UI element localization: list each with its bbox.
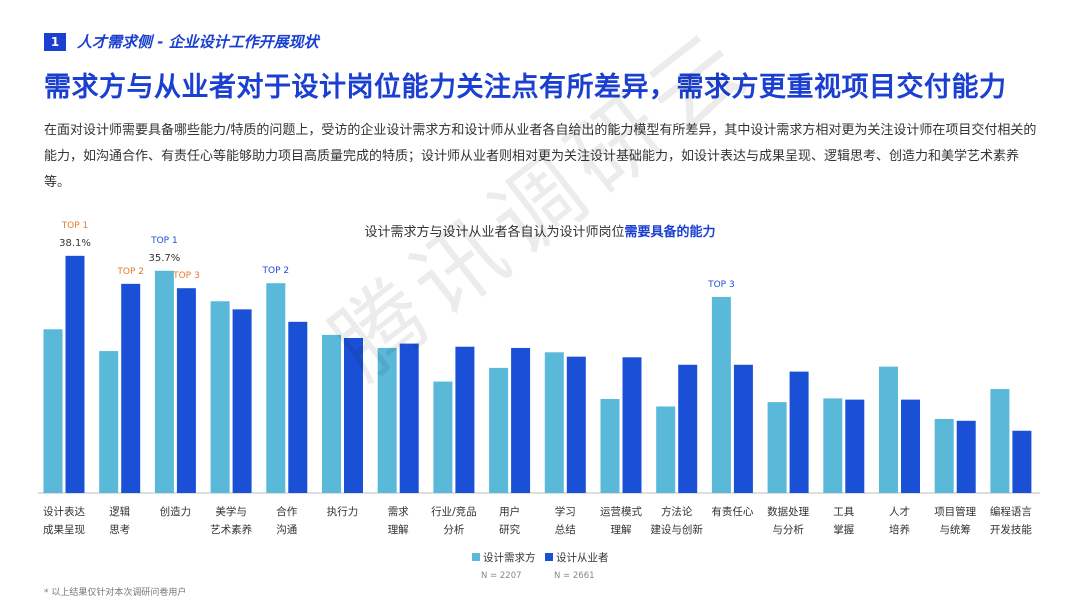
bar-series-2-2 — [121, 283, 141, 493]
legend-label-1: 设计需求方 — [483, 551, 536, 564]
category-label-17-line-1: 项目管理 — [934, 505, 976, 518]
category-label-2-line-1: 逻辑 — [109, 505, 130, 518]
chart-title: 设计需求方与设计从业者各自认为设计师岗位需要具备的能力 — [0, 221, 1080, 240]
bar-series-2-10 — [566, 356, 586, 493]
bar-series-2-12 — [678, 364, 698, 493]
category-label-16-line-2: 培养 — [889, 523, 910, 536]
category-label-1-line-2: 成果呈现 — [43, 524, 85, 536]
category-label-4-line-2: 艺术素养 — [210, 523, 252, 536]
category-label-12-line-1: 方法论 — [661, 505, 693, 518]
category-label-5-line-1: 合作 — [276, 505, 297, 518]
category-label-12-line-2: 建设与创新 — [650, 523, 703, 536]
category-label-16-line-1: 人才 — [889, 505, 910, 518]
bar-series-1-3 — [154, 270, 174, 493]
top-rank-label-1: TOP 1 — [61, 221, 89, 231]
bar-series-2-7 — [399, 343, 419, 493]
section-title: 人才需求侧 - 企业设计工作开展现状 — [77, 33, 319, 51]
bar-series-2-3 — [176, 288, 196, 493]
category-label-10-line-1: 学习 — [555, 505, 576, 518]
bar-series-2-18 — [1012, 430, 1032, 493]
bar-series-2-4 — [232, 309, 252, 493]
category-label-17-line-2: 与统筹 — [939, 523, 971, 536]
category-label-1-line-1: 设计表达 — [43, 505, 85, 518]
category-label-10-line-2: 总结 — [555, 523, 576, 536]
bar-series-1-18 — [990, 389, 1010, 493]
category-label-9-line-2: 研究 — [499, 523, 520, 536]
bar-series-2-9 — [511, 347, 531, 493]
bar-series-2-16 — [901, 399, 920, 493]
bar-series-2-1 — [65, 255, 85, 493]
top-rank-label-2: TOP 2 — [116, 267, 144, 277]
category-label-9-line-1: 用户 — [499, 505, 520, 518]
intro-paragraph: 在面对设计师需要具备哪些能力/特质的问题上，受访的企业设计需求方和设计师从业者各… — [44, 123, 1037, 190]
category-label-15-line-1: 工具 — [833, 506, 854, 518]
bar-series-1-2 — [99, 351, 119, 493]
bar-series-2-14 — [789, 371, 809, 493]
category-label-11-line-2: 理解 — [611, 523, 632, 536]
bar-series-1-11 — [600, 399, 620, 493]
bar-series-1-5 — [266, 283, 286, 493]
bar-series-1-6 — [322, 334, 341, 493]
top-rank-label-3: TOP 3 — [172, 271, 200, 281]
category-label-7-line-2: 理解 — [388, 523, 409, 536]
top-rank-label-4: TOP 1 — [150, 236, 178, 246]
footnote: * 以上结果仅针对本次调研问卷用户 — [44, 588, 187, 598]
legend-n-2: N = 2661 — [554, 571, 595, 581]
bar-series-2-11 — [622, 357, 642, 493]
section-number-badge: 1 — [44, 33, 66, 51]
chart-title-highlight: 需要具备的能力 — [624, 225, 716, 240]
top-rank-label-6: TOP 3 — [707, 280, 735, 290]
top-rank-label-5: TOP 2 — [261, 266, 289, 276]
category-label-14-line-2: 与分析 — [772, 523, 804, 536]
data-label-1: 38.1% — [59, 238, 91, 249]
bar-series-1-13 — [711, 296, 731, 493]
bar-series-1-9 — [489, 367, 509, 493]
bar-series-1-12 — [656, 406, 676, 493]
category-label-15-line-2: 掌握 — [833, 523, 854, 536]
bar-series-2-13 — [733, 364, 753, 493]
bar-series-1-7 — [377, 347, 397, 493]
category-label-14-line-1: 数据处理 — [767, 505, 809, 518]
category-label-8-line-2: 分析 — [443, 523, 464, 536]
bar-series-2-15 — [845, 399, 865, 493]
legend-n-1: N = 2207 — [481, 571, 522, 581]
page-headline: 需求方与从业者对于设计岗位能力关注点有所差异，需求方更重视项目交付能力 — [44, 72, 1007, 103]
bar-series-2-5 — [288, 321, 308, 493]
category-label-7-line-1: 需求 — [388, 506, 409, 518]
legend-label-2: 设计从业者 — [556, 551, 609, 564]
category-label-3-line-1: 创造力 — [160, 505, 192, 518]
category-label-2-line-2: 思考 — [109, 524, 130, 536]
bar-series-1-8 — [433, 381, 453, 493]
category-label-8-line-1: 行业/竞品 — [431, 505, 477, 518]
category-label-5-line-2: 沟通 — [276, 523, 297, 536]
legend-swatch-1 — [472, 553, 480, 561]
category-label-18-line-2: 开发技能 — [990, 523, 1032, 536]
data-label-4: 35.7% — [149, 253, 181, 264]
bar-series-1-15 — [823, 398, 843, 493]
chart-title-prefix: 设计需求方与设计从业者各自认为设计师岗位 — [364, 225, 625, 240]
bar-series-1-1 — [43, 329, 63, 493]
category-label-18-line-1: 编程语言 — [990, 505, 1032, 518]
category-label-6-line-1: 执行力 — [327, 505, 359, 518]
category-label-13-line-1: 有责任心 — [711, 505, 753, 518]
legend-swatch-2 — [545, 553, 553, 561]
category-label-11-line-1: 运营模式 — [600, 505, 642, 518]
bar-series-2-17 — [956, 420, 976, 493]
bar-series-1-14 — [767, 402, 787, 493]
bar-series-2-8 — [455, 346, 475, 493]
bar-series-1-17 — [934, 418, 954, 493]
bar-series-1-10 — [544, 352, 564, 493]
category-label-4-line-1: 美学与 — [215, 505, 247, 518]
bar-series-2-6 — [344, 337, 363, 493]
bar-series-1-4 — [210, 301, 230, 493]
bar-series-1-16 — [879, 366, 898, 493]
